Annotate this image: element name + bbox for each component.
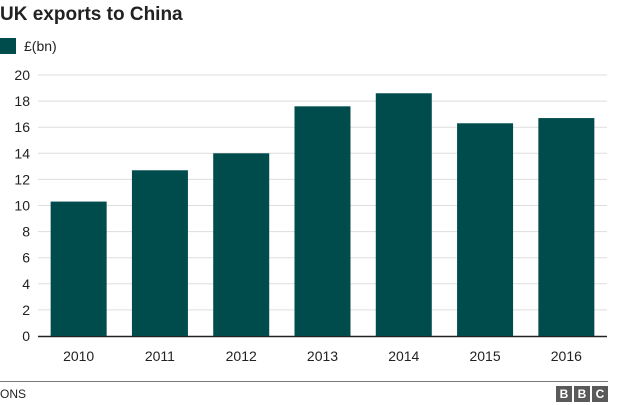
bbc-logo: B B C <box>556 386 608 402</box>
legend-swatch <box>0 38 16 54</box>
y-tick-label: 16 <box>14 119 30 135</box>
footer-divider <box>0 381 608 382</box>
x-tick-label: 2015 <box>469 348 500 364</box>
y-tick-label: 8 <box>22 224 30 240</box>
y-tick-label: 0 <box>22 328 30 344</box>
y-tick-label: 10 <box>14 198 30 214</box>
bar-2014 <box>375 93 432 337</box>
bar-2011 <box>131 170 188 336</box>
y-tick-label: 18 <box>14 93 30 109</box>
legend: £(bn) <box>0 38 57 54</box>
logo-letter: C <box>592 386 608 402</box>
bar-2012 <box>213 153 270 336</box>
bar-2013 <box>294 106 351 336</box>
y-tick-label: 20 <box>14 67 30 83</box>
x-tick-label: 2012 <box>226 348 257 364</box>
logo-letter: B <box>574 386 590 402</box>
logo-letter: B <box>556 386 572 402</box>
x-tick-label: 2016 <box>551 348 582 364</box>
y-tick-label: 2 <box>22 302 30 318</box>
bar-2015 <box>457 123 514 336</box>
chart-title: UK exports to China <box>0 4 183 25</box>
x-tick-label: 2013 <box>307 348 338 364</box>
x-tick-label: 2014 <box>388 348 419 364</box>
bar-2016 <box>538 118 595 336</box>
bar-2010 <box>50 201 107 336</box>
source-label: ONS <box>0 387 27 401</box>
y-tick-label: 6 <box>22 250 30 266</box>
y-tick-label: 4 <box>22 276 30 292</box>
bar-chart: 0 2 4 6 8 10 12 14 16 18 20 2010 2011 2012 2013 2014 201… <box>14 67 607 364</box>
x-tick-label: 2010 <box>63 348 94 364</box>
y-tick-label: 12 <box>14 171 30 187</box>
x-tick-label: 2011 <box>145 348 175 364</box>
legend-label: £(bn) <box>24 38 57 54</box>
y-tick-label: 14 <box>14 145 30 161</box>
